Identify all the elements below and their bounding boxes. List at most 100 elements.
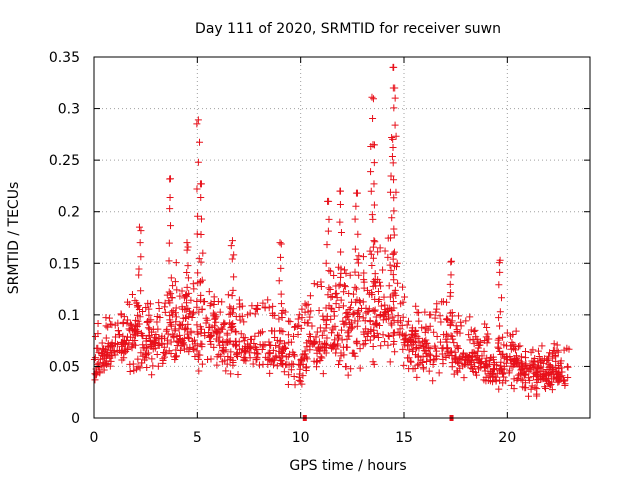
data-point [198,306,206,314]
data-point [182,306,190,314]
data-point [107,349,115,357]
data-point [340,320,348,328]
data-point [325,284,333,292]
data-point [153,318,161,326]
data-point [503,329,511,337]
data-point [338,326,345,334]
data-point [124,316,132,324]
data-point [197,231,205,239]
data-point [137,287,145,295]
data-point [392,132,400,140]
data-point [486,354,494,362]
data-point [527,348,535,356]
data-point [409,345,417,353]
data-point [102,359,110,367]
data-point [483,339,491,347]
data-point [193,230,201,238]
data-point [144,317,152,325]
data-point [370,201,378,209]
data-point [423,339,431,347]
data-point [109,342,117,350]
data-point [183,239,191,247]
data-point [347,304,355,312]
data-point [167,274,175,282]
data-point [91,332,99,340]
data-point [389,313,397,321]
data-point [413,373,421,381]
data-point [194,279,202,287]
data-point [500,354,508,362]
y-tick-label: 0.2 [58,205,80,221]
data-point [371,307,379,315]
data-point [235,296,243,304]
data-point [344,329,352,337]
data-point [350,309,358,317]
data-point [308,322,316,330]
data-point [236,316,244,324]
data-point [531,354,539,362]
data-point [279,307,287,315]
data-point [527,365,535,373]
data-point [134,363,142,371]
data-point [299,351,307,359]
data-point [455,359,463,367]
data-point [455,312,463,320]
data-point [165,239,173,247]
data-point [405,317,413,325]
data-point [176,320,184,328]
data-point [370,360,378,368]
data-point [228,237,236,245]
data-point [380,293,388,301]
data-point [550,340,558,348]
data-point [444,344,452,352]
data-point [386,188,394,196]
data-point [344,371,352,379]
data-point [470,340,478,348]
data-point [336,218,344,226]
data-point [456,355,464,363]
data-point [495,334,503,342]
data-point [275,315,283,323]
data-point [422,346,430,354]
data-point [352,202,360,210]
data-point [231,327,239,335]
data-point [106,362,114,370]
data-point [389,297,397,305]
data-point [349,323,357,331]
data-point [136,239,144,247]
data-point [433,300,441,308]
data-point [510,385,518,393]
data-point [301,308,309,316]
data-point [296,370,304,378]
data-point [388,133,396,141]
data-point [278,313,286,321]
data-point [448,317,456,325]
data-point [465,331,473,339]
data-point [346,271,354,279]
data-point [240,318,248,326]
data-point [120,313,128,321]
data-point [514,374,522,382]
data-point [481,363,489,371]
data-point [176,331,184,339]
data-point [319,343,327,351]
data-point [448,351,456,359]
data-point [522,384,530,392]
data-point [396,325,404,333]
data-point [466,351,474,359]
data-point [486,360,494,368]
data-point [269,361,277,369]
data-point [372,320,380,328]
data-point [435,369,443,377]
data-point [400,332,408,340]
data-point [111,351,119,359]
data-point [391,84,399,92]
data-point [207,355,215,363]
data-point [107,357,115,365]
data-point [126,367,134,375]
data-point [521,347,529,355]
data-point [563,363,571,371]
data-point [167,222,175,230]
data-point [259,342,267,350]
data-point [224,352,232,360]
